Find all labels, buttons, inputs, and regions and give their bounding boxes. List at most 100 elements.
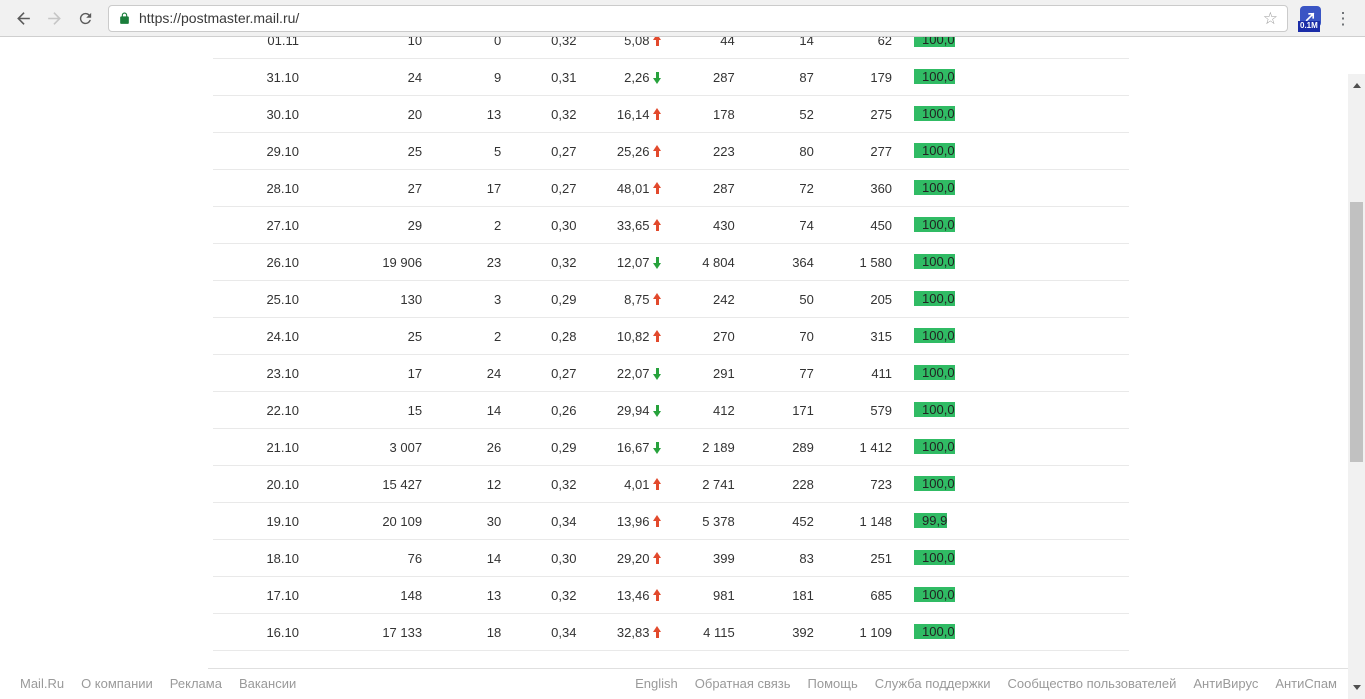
scrollbar-thumb[interactable] <box>1350 202 1363 462</box>
date-cell: 30.10 <box>266 106 299 122</box>
table-row: 29.10 25 5 0,27 25,26 223 80 277 100,0 <box>213 133 1129 170</box>
footer-link[interactable]: Помощь <box>807 676 858 691</box>
col1-cell: 17 133 <box>382 624 423 640</box>
url-text[interactable]: https://postmaster.mail.ru/ <box>139 10 300 26</box>
table-row: 21.10 3 007 26 0,29 16,67 2 189 289 1 41… <box>213 429 1129 466</box>
trend-value: 10,82 <box>616 328 650 344</box>
trend-arrow-icon <box>653 588 662 602</box>
date-cell: 25.10 <box>266 291 299 307</box>
col7-cell: 411 <box>871 365 893 381</box>
col2-cell: 0 <box>494 37 502 48</box>
col6-cell: 72 <box>799 180 814 196</box>
trend-cell: 29,20 <box>576 551 662 566</box>
trend-cell: 29,94 <box>576 403 662 418</box>
date-cell: 01.11 <box>267 37 299 48</box>
col1-cell: 19 906 <box>382 254 423 270</box>
footer-link[interactable]: Обратная связь <box>694 676 791 691</box>
delivery-rate-bar: 100,0 <box>914 624 955 639</box>
address-bar[interactable]: https://postmaster.mail.ru/ ☆ <box>108 4 1288 32</box>
col1-cell: 3 007 <box>389 439 423 455</box>
col3-cell: 0,27 <box>551 143 577 159</box>
col6-cell: 80 <box>799 143 814 159</box>
date-cell: 19.10 <box>266 513 299 529</box>
col2-cell: 3 <box>494 291 502 307</box>
bar-cell: 99,9 <box>914 511 1129 531</box>
col7-cell: 450 <box>870 217 893 233</box>
footer-link[interactable]: Служба поддержки <box>874 676 991 691</box>
scrollbar-up-arrow-icon[interactable] <box>1348 77 1365 94</box>
delivery-rate-bar: 100,0 <box>914 291 955 306</box>
col2-cell: 9 <box>494 69 502 85</box>
vertical-scrollbar[interactable] <box>1348 74 1365 699</box>
col7-cell: 205 <box>870 291 893 307</box>
footer-link[interactable]: English <box>635 676 678 691</box>
back-button[interactable] <box>9 4 38 33</box>
col5-cell: 178 <box>713 106 735 122</box>
col6-cell: 289 <box>792 439 814 455</box>
footer-link[interactable]: АнтиСпам <box>1275 676 1337 691</box>
browser-menu-button[interactable]: ⋮ <box>1330 3 1356 33</box>
footer-link[interactable]: Вакансии <box>238 676 297 691</box>
col6-cell: 392 <box>792 624 814 640</box>
delivery-rate-bar: 100,0 <box>914 328 955 343</box>
page-content: 01.11 10 0 0,32 5,08 44 14 62 100,0 31.1… <box>0 37 1365 699</box>
extension-button[interactable]: 0.1M <box>1298 0 1324 36</box>
reload-button[interactable] <box>71 4 100 33</box>
col6-cell: 452 <box>792 513 814 529</box>
stats-table: 01.11 10 0 0,32 5,08 44 14 62 100,0 31.1… <box>213 37 1129 651</box>
col7-cell: 62 <box>877 37 893 48</box>
footer-link[interactable]: Mail.Ru <box>20 676 65 691</box>
trend-arrow-icon <box>653 256 662 269</box>
col2-cell: 17 <box>486 180 502 196</box>
bar-cell: 100,0 <box>914 252 1129 272</box>
col2-cell: 5 <box>494 143 502 159</box>
table-row: 28.10 27 17 0,27 48,01 287 72 360 100,0 <box>213 170 1129 207</box>
date-cell: 20.10 <box>266 476 299 492</box>
col3-cell: 0,27 <box>551 365 577 381</box>
footer-link[interactable]: Сообщество пользователей <box>1007 676 1177 691</box>
col1-cell: 76 <box>407 550 423 566</box>
col3-cell: 0,30 <box>551 550 577 566</box>
col1-cell: 27 <box>407 180 423 196</box>
col1-cell: 148 <box>400 587 423 603</box>
table-row: 01.11 10 0 0,32 5,08 44 14 62 100,0 <box>213 37 1129 59</box>
trend-cell: 16,67 <box>576 440 662 455</box>
date-cell: 28.10 <box>266 180 299 196</box>
footer-link[interactable]: АнтиВирус <box>1193 676 1259 691</box>
col2-cell: 14 <box>486 550 502 566</box>
col3-cell: 0,30 <box>551 217 577 233</box>
delivery-rate-bar: 100,0 <box>914 365 955 380</box>
trend-arrow-icon <box>653 441 662 454</box>
delivery-rate-bar: 100,0 <box>914 476 955 491</box>
trend-value: 16,14 <box>616 106 650 122</box>
bar-cell: 100,0 <box>914 622 1129 642</box>
trend-cell: 33,65 <box>576 218 662 233</box>
col5-cell: 287 <box>713 180 735 196</box>
date-cell: 22.10 <box>266 402 299 418</box>
col3-cell: 0,32 <box>551 37 577 48</box>
col6-cell: 52 <box>799 106 814 122</box>
bar-cell: 100,0 <box>914 326 1129 346</box>
forward-button[interactable] <box>40 4 69 33</box>
footer-link[interactable]: Реклама <box>169 676 222 691</box>
trend-cell: 8,75 <box>576 292 662 307</box>
col1-cell: 17 <box>407 365 423 381</box>
footer-link[interactable]: О компании <box>81 676 153 691</box>
bar-cell: 100,0 <box>914 37 1129 50</box>
table-row: 19.10 20 109 30 0,34 13,96 5 378 452 1 1… <box>213 503 1129 540</box>
scrollbar-down-arrow-icon[interactable] <box>1348 679 1365 696</box>
footer-links-right: English Обратная связь Помощь Служба под… <box>635 668 1337 699</box>
col5-cell: 2 741 <box>702 476 735 492</box>
bar-cell: 100,0 <box>914 215 1129 235</box>
bookmark-star-icon[interactable]: ☆ <box>1262 8 1278 28</box>
page-footer: Mail.Ru О компании Реклама Вакансии Engl… <box>0 668 1348 699</box>
table-row: 17.10 148 13 0,32 13,46 981 181 685 100,… <box>213 577 1129 614</box>
trend-cell: 32,83 <box>576 625 662 640</box>
delivery-rate-bar: 100,0 <box>914 106 955 121</box>
secure-lock-icon[interactable] <box>118 11 131 26</box>
trend-cell: 25,26 <box>576 144 662 159</box>
bar-cell: 100,0 <box>914 178 1129 198</box>
delivery-rate-bar: 100,0 <box>914 69 955 84</box>
col1-cell: 15 427 <box>382 476 423 492</box>
col1-cell: 130 <box>400 291 423 307</box>
